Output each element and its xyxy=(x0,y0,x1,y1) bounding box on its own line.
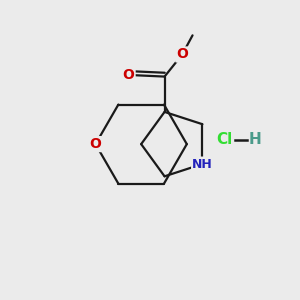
Text: NH: NH xyxy=(192,158,213,170)
Text: H: H xyxy=(249,132,261,147)
Text: O: O xyxy=(90,137,101,151)
Text: O: O xyxy=(123,68,135,82)
Text: Cl: Cl xyxy=(216,132,232,147)
Text: O: O xyxy=(176,47,188,61)
